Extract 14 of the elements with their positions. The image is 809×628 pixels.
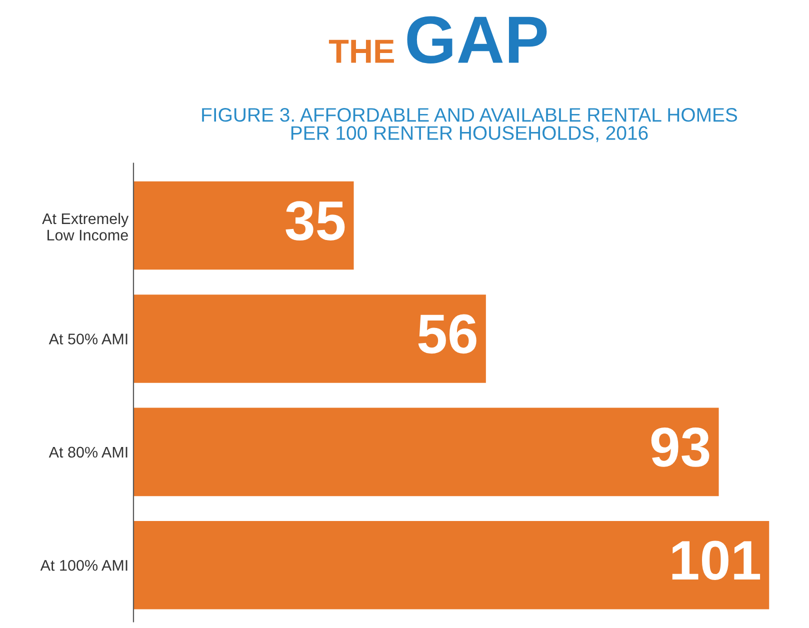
y-tick-label: At 50% AMI: [48, 334, 128, 344]
y-tick-label: At Extremely Low Income: [42, 212, 129, 241]
bar: [133, 181, 354, 270]
y-tick-label: At 100% AMI: [40, 560, 128, 571]
bar: [133, 520, 770, 610]
data-label: 35: [286, 201, 345, 241]
data-label: 101: [672, 540, 760, 580]
chart-title: THE GAP: [328, 16, 547, 64]
y-tick-label: At 80% AMI: [48, 446, 128, 458]
bar: [133, 294, 486, 383]
data-label: 56: [418, 314, 476, 354]
data-label: 93: [651, 428, 710, 467]
chart-subtitle: FIGURE 3. AFFORDABLE AND AVAILABLE RENTAL HOMES PER 100 RENTER HOUSEHOLDS, 2016: [202, 108, 738, 142]
bar: [133, 408, 719, 496]
